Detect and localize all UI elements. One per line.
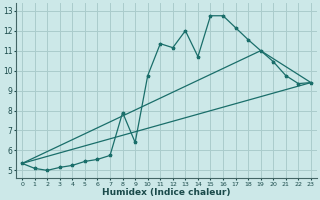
X-axis label: Humidex (Indice chaleur): Humidex (Indice chaleur) — [102, 188, 231, 197]
